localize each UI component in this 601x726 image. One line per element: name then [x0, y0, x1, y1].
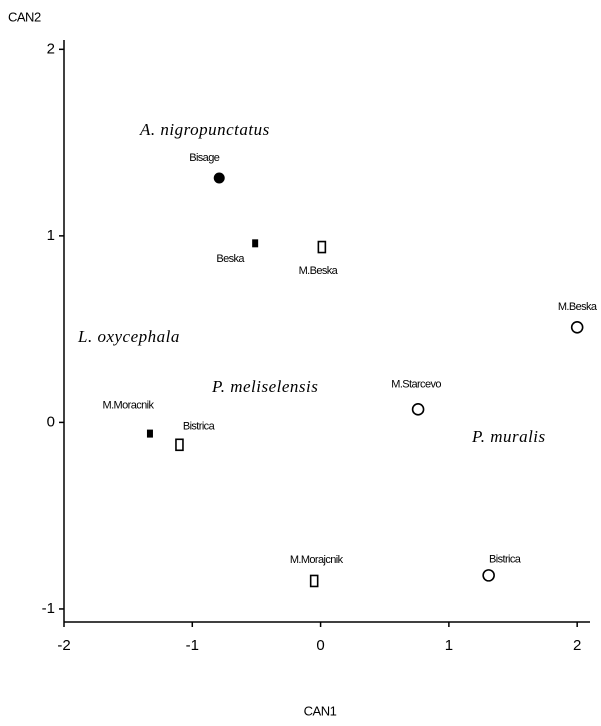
point-label: M.Starcevo	[391, 378, 441, 390]
x-tick-label: -1	[186, 637, 199, 654]
series-label: P. meliselensis	[211, 377, 318, 396]
point-label: Bistrica	[183, 421, 216, 433]
point	[570, 320, 584, 334]
series-label: L. oxycephala	[77, 327, 180, 346]
point-label: M.Morajcnik	[290, 554, 344, 566]
point	[146, 429, 153, 438]
y-axis-label: CAN2	[8, 9, 41, 24]
y-tick-label: 1	[47, 227, 55, 244]
y-tick-label: -1	[42, 600, 55, 617]
point	[309, 574, 319, 588]
x-tick-label: 0	[316, 637, 324, 654]
point-label: Bistrica	[489, 553, 522, 565]
point-label: Bisage	[189, 152, 220, 164]
point	[317, 240, 327, 254]
series-label: A. nigropunctatus	[139, 120, 270, 139]
point	[252, 239, 259, 248]
point-label: M.Beska	[299, 265, 339, 277]
point	[213, 172, 225, 184]
x-tick-label: -2	[57, 637, 70, 654]
point-label: Beska	[216, 253, 245, 265]
point	[175, 438, 184, 452]
x-axis-label: CAN1	[304, 703, 337, 718]
point-label: M.Beska	[558, 301, 598, 313]
series-label: P. muralis	[471, 427, 546, 446]
y-tick-label: 0	[47, 413, 55, 430]
point	[411, 403, 425, 416]
point-label: M.Moracnik	[103, 400, 155, 412]
y-tick-label: 2	[47, 40, 55, 57]
point	[482, 569, 495, 582]
x-tick-label: 1	[445, 637, 453, 654]
x-tick-label: 2	[573, 637, 581, 654]
